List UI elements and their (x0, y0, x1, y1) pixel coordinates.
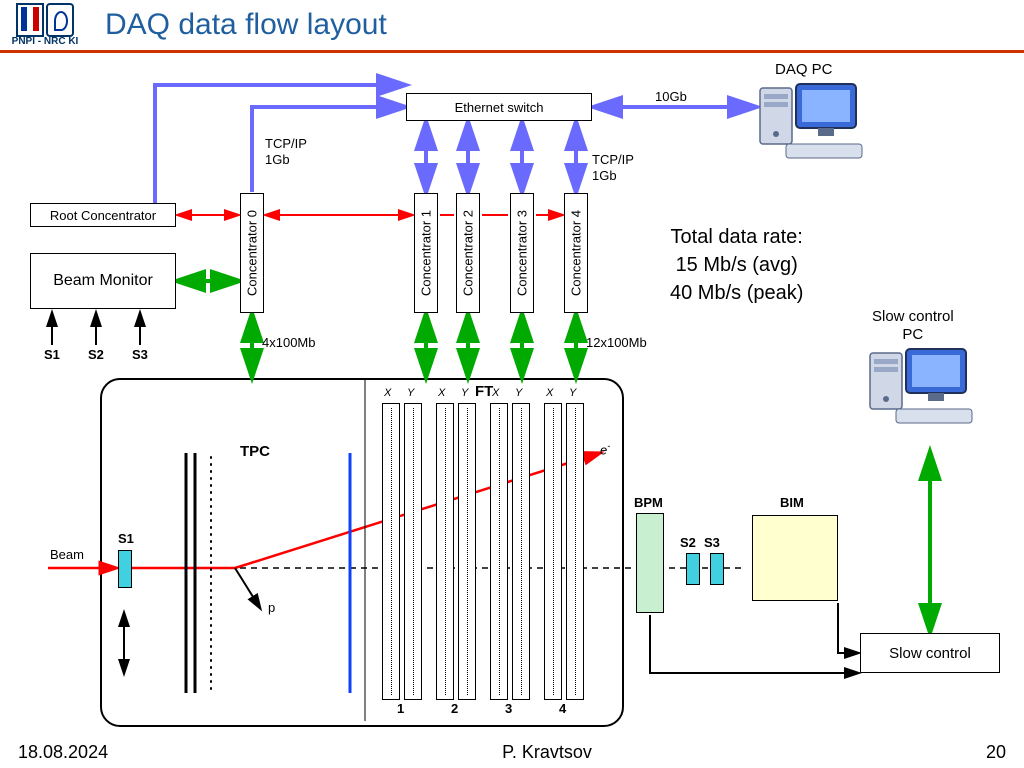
footer-page: 20 (986, 742, 1006, 763)
ft-num: 2 (451, 701, 458, 716)
s2-det-label: S2 (680, 535, 696, 550)
s3-det-label: S3 (704, 535, 720, 550)
rate-peak: 40 Mb/s (peak) (670, 279, 803, 307)
s2-label: S2 (88, 347, 104, 362)
ft-num: 3 (505, 701, 512, 716)
ft-axis: X (384, 387, 391, 399)
pc-icons (0, 53, 1024, 743)
link-4x100: 4x100Mb (262, 335, 315, 350)
tcpip-left: TCP/IP 1Gb (265, 136, 307, 167)
footer-author: P. Kravtsov (502, 742, 592, 763)
data-rate: Total data rate: 15 Mb/s (avg) 40 Mb/s (… (670, 223, 803, 307)
tpc-label: TPC (240, 443, 270, 460)
e-label: e- (600, 441, 610, 457)
s1-det-label: S1 (118, 531, 134, 546)
bim-label: BIM (780, 495, 804, 510)
link-10gb: 10Gb (655, 89, 687, 104)
link-12x100: 12x100Mb (586, 335, 647, 350)
ft-axis: Y (407, 387, 414, 399)
tcpip-right: TCP/IP 1Gb (592, 152, 634, 183)
ft-num: 4 (559, 701, 566, 716)
bpm-label: BPM (634, 495, 663, 510)
logo: PNPI - NRC KI (0, 1, 90, 49)
ft-axis: Y (569, 387, 576, 399)
page-title: DAQ data flow layout (105, 8, 387, 42)
slow-pc-label: Slow control PC (872, 308, 954, 344)
ft-num: 1 (397, 701, 404, 716)
ft-label: FT (475, 383, 493, 400)
s3-label: S3 (132, 347, 148, 362)
ft-axis: X (438, 387, 445, 399)
p-label: p (268, 600, 275, 615)
title-bar: PNPI - NRC KI DAQ data flow layout (0, 0, 1024, 53)
diagram-canvas: Ethernet switch Root Concentrator Beam M… (0, 53, 1024, 743)
ft-axis: X (492, 387, 499, 399)
rate-title: Total data rate: (670, 223, 803, 251)
footer-date: 18.08.2024 (18, 742, 108, 763)
ft-axis: X (546, 387, 553, 399)
logo-text: PNPI - NRC KI (12, 37, 79, 47)
daq-pc-label: DAQ PC (775, 61, 833, 79)
ft-axis: Y (515, 387, 522, 399)
e-sup: - (607, 441, 610, 451)
s1-label: S1 (44, 347, 60, 362)
beam-label: Beam (50, 547, 84, 562)
footer: 18.08.2024 P. Kravtsov 20 (0, 742, 1024, 763)
rate-avg: 15 Mb/s (avg) (670, 251, 803, 279)
ft-axis: Y (461, 387, 468, 399)
